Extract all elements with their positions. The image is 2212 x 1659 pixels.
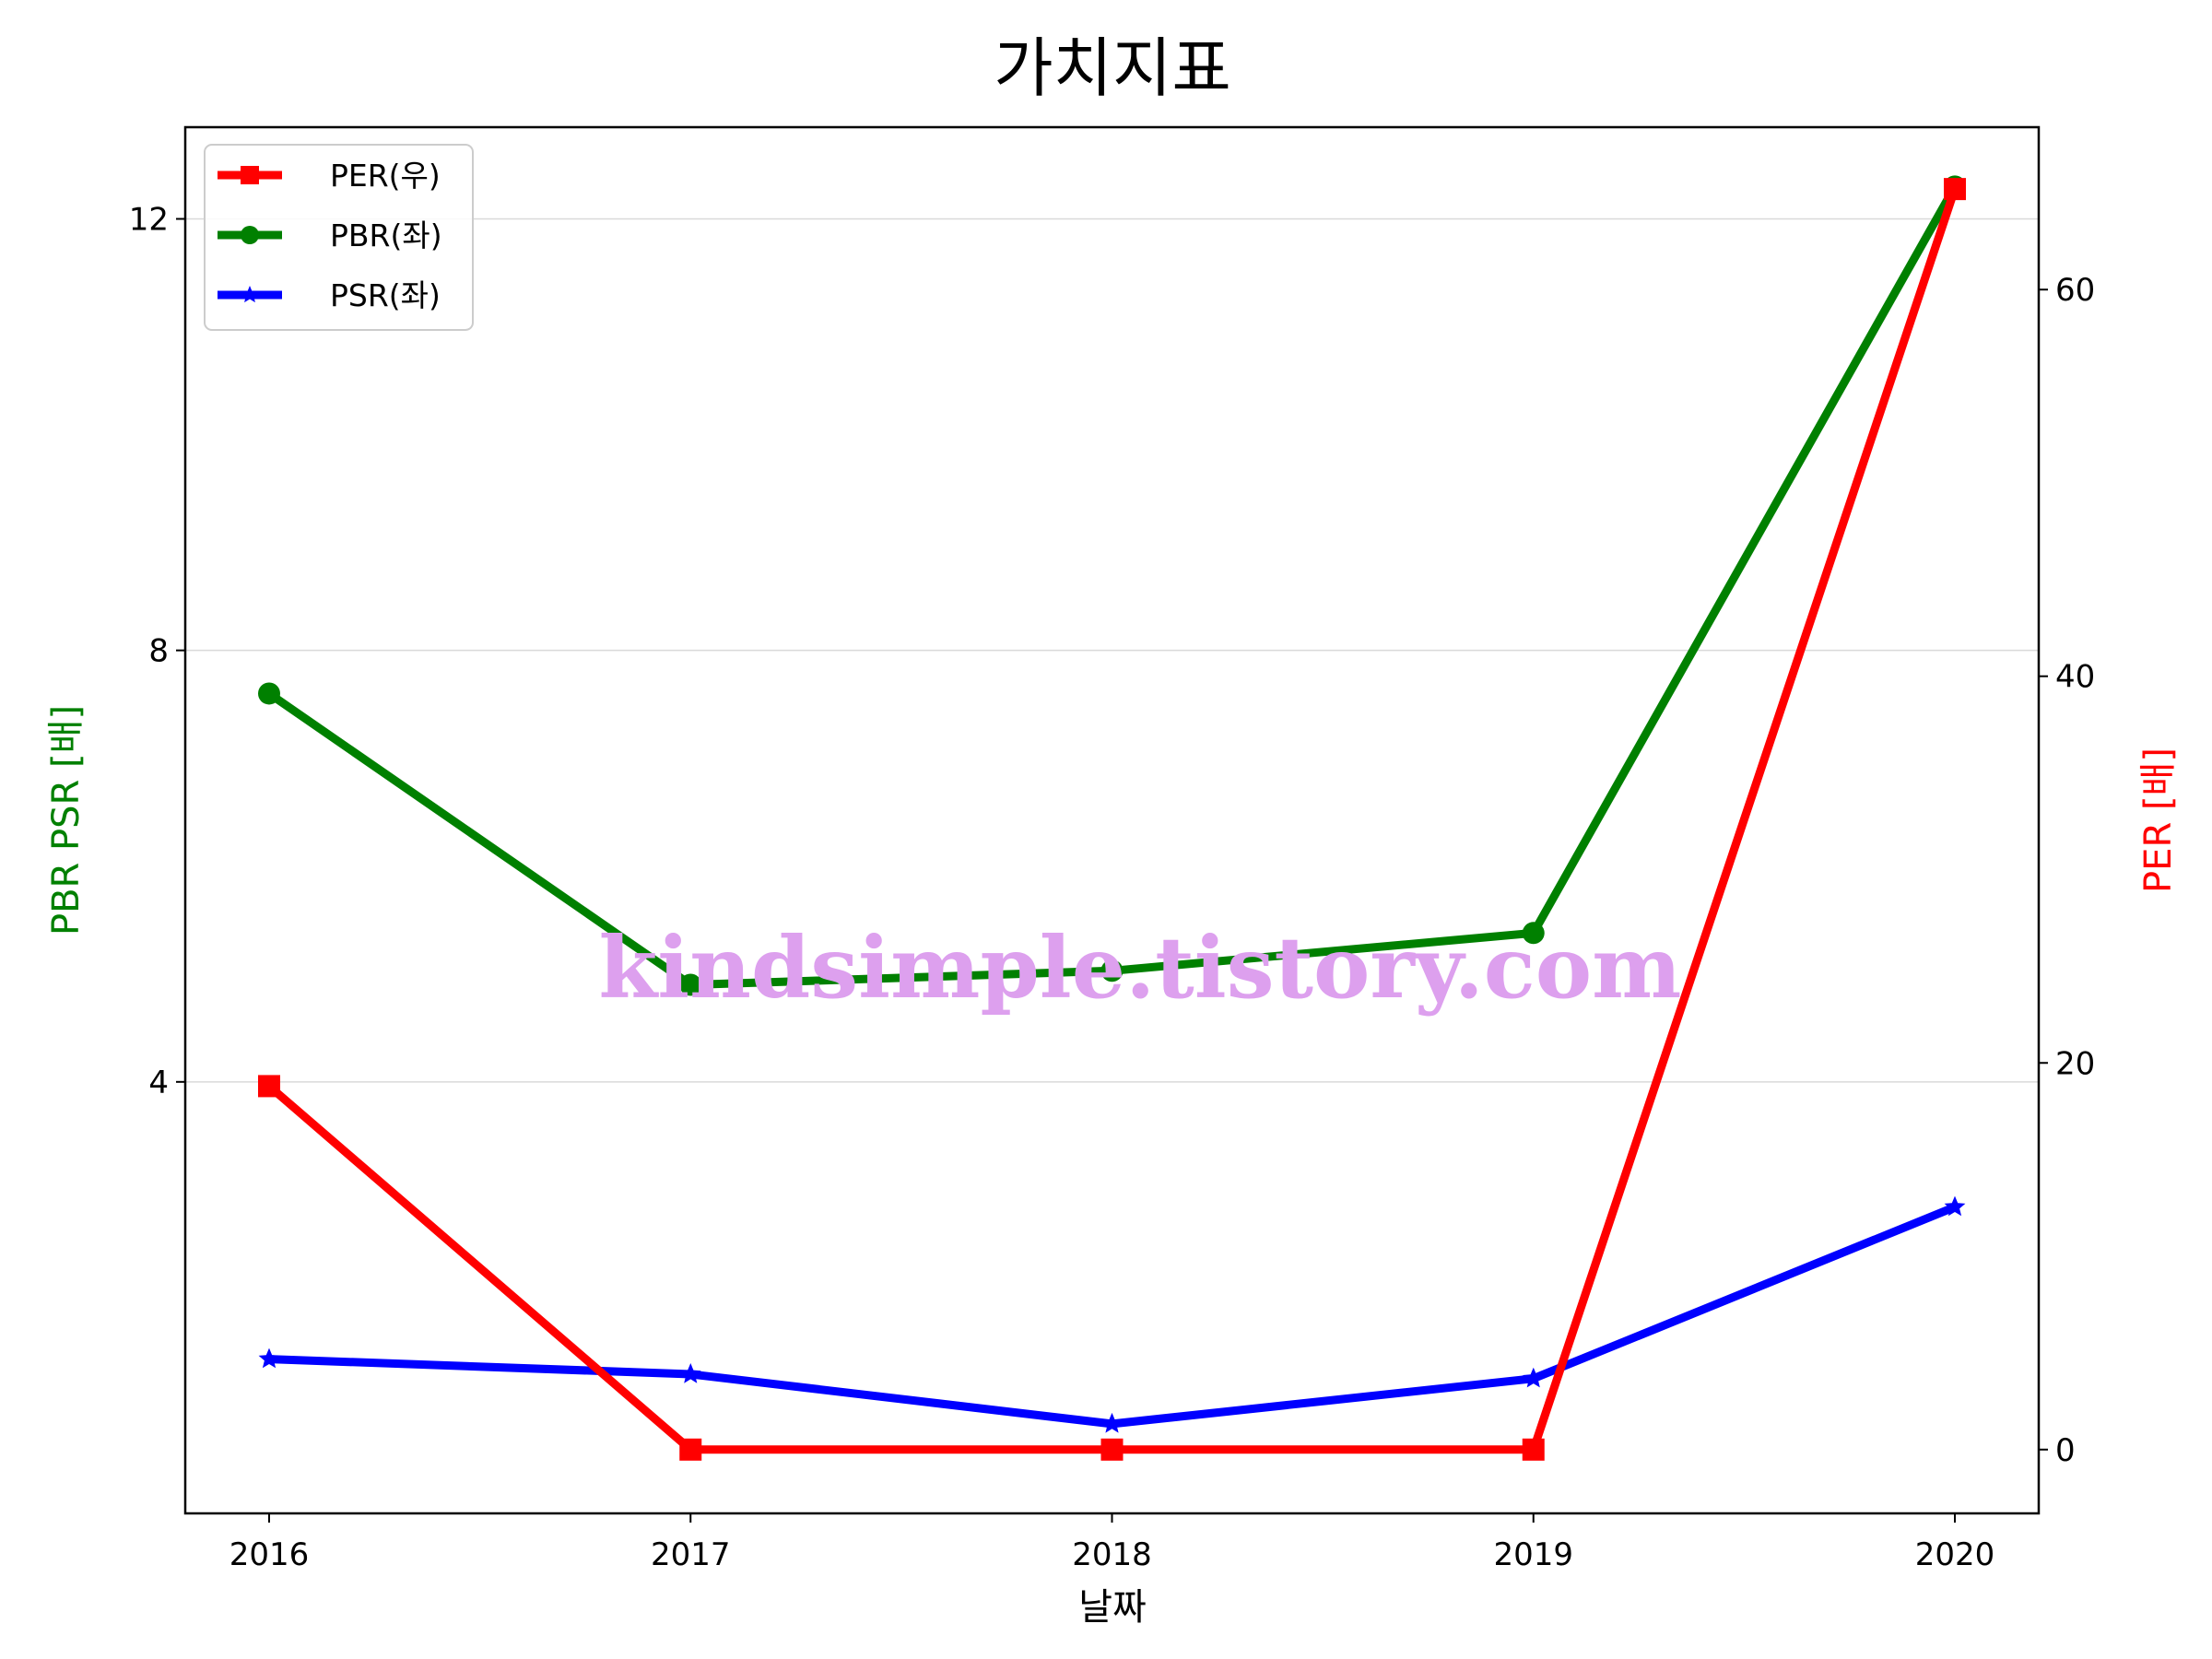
data-point <box>679 973 702 996</box>
right-y-tick-label: 40 <box>2055 659 2095 696</box>
legend-marker <box>241 166 259 184</box>
series-per <box>258 178 1966 1461</box>
data-point <box>1100 1438 1124 1461</box>
data-point <box>679 1438 702 1461</box>
legend-marker <box>241 286 259 303</box>
x-tick-label: 2019 <box>1493 1536 1573 1573</box>
data-point <box>1101 1412 1123 1433</box>
left-y-tick-label: 8 <box>148 633 169 670</box>
left-y-axis: 4 8 12 <box>129 201 185 1101</box>
series-psr <box>258 1195 1966 1433</box>
left-y-tick-label: 4 <box>148 1065 169 1101</box>
right-y-tick-label: 60 <box>2055 272 2095 309</box>
legend-item: PSR(좌) <box>218 277 441 313</box>
x-axis: 2016 2017 2018 2019 2020 <box>229 1513 1995 1573</box>
right-y-tick-label: 20 <box>2055 1045 2095 1082</box>
x-axis-title: 날짜 <box>1078 1586 1147 1629</box>
right-y-tick-label: 0 <box>2055 1432 2076 1469</box>
data-point <box>1944 178 1966 201</box>
data-point <box>258 1075 280 1098</box>
legend-box <box>204 144 474 331</box>
legend-label: PER(우) <box>330 158 441 194</box>
data-point <box>258 1347 280 1369</box>
data-point <box>1100 959 1124 982</box>
legend-label: PSR(좌) <box>330 277 441 313</box>
data-point <box>1523 1367 1545 1388</box>
series-layer <box>258 175 1966 1461</box>
data-point <box>1522 1438 1545 1461</box>
left-y-axis-title: PBR PSR [배] <box>45 705 88 935</box>
x-tick-label: 2017 <box>651 1536 731 1573</box>
legend-label: PBR(좌) <box>330 218 442 253</box>
legend-item: PBR(좌) <box>218 218 442 253</box>
x-tick-label: 2018 <box>1072 1536 1152 1573</box>
left-y-tick-label: 12 <box>129 201 169 238</box>
data-point <box>1944 1195 1966 1217</box>
x-tick-label: 2020 <box>1915 1536 1995 1573</box>
legend-item: PER(우) <box>218 158 441 194</box>
x-tick-label: 2016 <box>229 1536 310 1573</box>
watermark-text: kindsimple.tistory.com <box>598 918 1681 1018</box>
chart-title: 가치지표 <box>994 30 1231 106</box>
data-point <box>679 1363 701 1383</box>
legend-marker <box>241 226 259 244</box>
right-y-axis-title: PER [배] <box>2137 747 2180 893</box>
right-y-axis: 0 20 40 60 <box>2039 272 2095 1469</box>
data-point <box>1522 922 1545 945</box>
grid-lines <box>185 218 2039 1083</box>
legend: PER(우) PBR(좌) PSR(좌) <box>204 144 474 331</box>
data-point <box>258 682 280 705</box>
